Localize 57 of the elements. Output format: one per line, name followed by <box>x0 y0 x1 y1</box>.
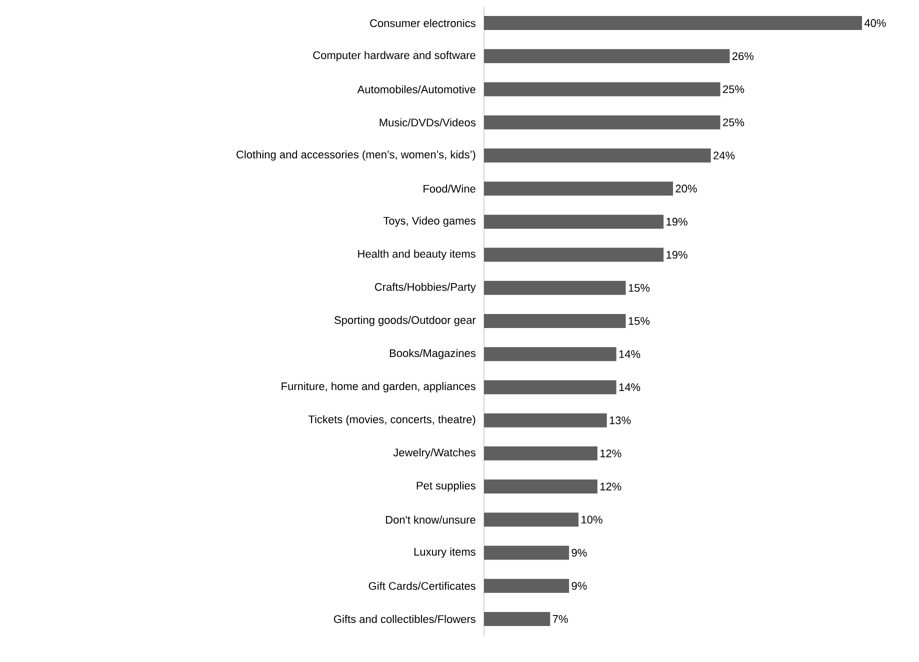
y-tick-label: Toys, Video games <box>383 216 476 227</box>
data-label: 19% <box>666 250 688 259</box>
bar <box>484 546 570 560</box>
bar <box>484 16 862 30</box>
y-tick-label: Food/Wine <box>424 184 476 193</box>
y-tick-label: Computer hardware and software <box>313 51 476 62</box>
bar <box>484 578 570 593</box>
y-tick-label: Don't know/unsure <box>386 516 476 524</box>
data-label: 9% <box>572 582 587 590</box>
y-tick-label: Furniture, home and garden, appliances <box>282 382 476 392</box>
bar <box>484 380 616 394</box>
data-label: 25% <box>723 118 744 126</box>
y-tick-label: Crafts/Hobbies/Party <box>374 282 476 294</box>
data-label: 10% <box>582 516 602 524</box>
bar <box>484 612 550 626</box>
bar <box>484 248 664 262</box>
data-label: 25% <box>723 85 744 94</box>
data-label: 9% <box>572 548 587 557</box>
data-label: 15% <box>628 284 650 292</box>
data-label: 26% <box>732 52 754 60</box>
bar <box>484 182 674 196</box>
data-label: 15% <box>628 317 650 325</box>
bar <box>484 446 598 460</box>
bar <box>484 512 579 527</box>
bar <box>484 49 730 64</box>
data-label: 40% <box>864 19 886 27</box>
bar <box>484 214 664 229</box>
y-tick-label: Music/DVDs/Videos <box>380 118 476 126</box>
bar <box>484 347 616 362</box>
y-tick-label: Books/Magazines <box>390 348 476 360</box>
bar <box>484 314 626 328</box>
data-label: 14% <box>619 350 640 358</box>
y-tick-label: Gifts and collectibles/Flowers <box>334 614 476 623</box>
y-tick-label: Consumer electronics <box>370 19 476 28</box>
data-label: 12% <box>600 482 622 490</box>
data-label: 13% <box>610 416 631 424</box>
bar <box>484 148 711 162</box>
y-tick-label: Clothing and accessories (men’s, women’s, kids’) <box>236 150 476 161</box>
bar <box>484 280 626 295</box>
y-tick-label: Jewelry/Watches <box>393 448 476 459</box>
y-tick-label: Tickets (movies, concerts, theatre) <box>308 415 476 426</box>
y-tick-label: Luxury items <box>414 548 476 558</box>
bar <box>484 82 720 96</box>
y-tick-label: Gift Cards/Certificates <box>368 582 476 590</box>
y-tick-label: Pet supplies <box>416 481 476 492</box>
data-label: 14% <box>619 383 640 392</box>
bar <box>484 413 607 428</box>
data-label: 19% <box>666 218 688 226</box>
y-tick-label: Sporting goods/Outdoor gear <box>334 316 476 326</box>
data-label: 12% <box>600 450 622 458</box>
bar <box>484 480 598 494</box>
y-tick-label: Automobiles/Automotive <box>357 85 476 94</box>
bar <box>484 115 720 130</box>
data-label: 20% <box>676 184 697 192</box>
data-label: 24% <box>714 152 735 160</box>
y-tick-label: Health and beauty items <box>358 250 476 260</box>
data-label: 7% <box>552 615 568 623</box>
